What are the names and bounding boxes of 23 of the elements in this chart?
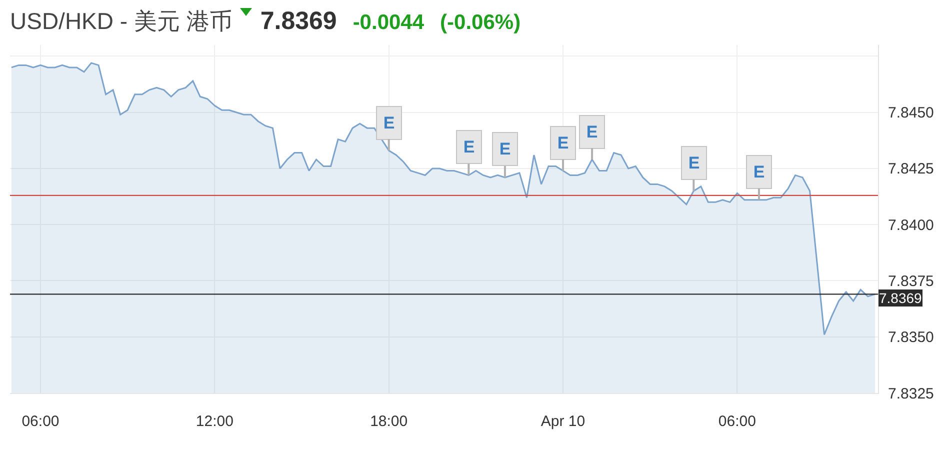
chart-title: USD/HKD - 美元 港币: [10, 7, 232, 36]
x-tick-label: 12:00: [196, 413, 234, 430]
ref-line-label: 7.8369: [879, 290, 922, 306]
annotation: E: [753, 162, 765, 182]
y-tick-label: 7.8450: [888, 104, 934, 122]
x-tick-label: 06:00: [718, 413, 756, 430]
annotation: E: [688, 154, 700, 172]
annotation: E: [383, 114, 395, 132]
y-tick-label: 7.8425: [888, 160, 934, 178]
x-tick-label: 06:00: [22, 413, 60, 430]
x-tick-label: 18:00: [370, 413, 408, 430]
text: -0.0044: [352, 11, 424, 35]
annotation: E: [463, 138, 475, 156]
x-tick-label: Apr 10: [540, 413, 586, 430]
y-tick-label: 7.8325: [888, 385, 934, 402]
text: 7.8369: [260, 7, 337, 36]
y-tick-label: 7.8350: [888, 329, 934, 346]
y-tick-label: 7.8375: [888, 272, 934, 290]
annotation: E: [557, 134, 569, 152]
annotation: E: [586, 122, 598, 142]
annotation: E: [499, 140, 511, 158]
y-tick-label: 7.8400: [888, 216, 934, 234]
text: (-0.06%): [440, 11, 521, 35]
